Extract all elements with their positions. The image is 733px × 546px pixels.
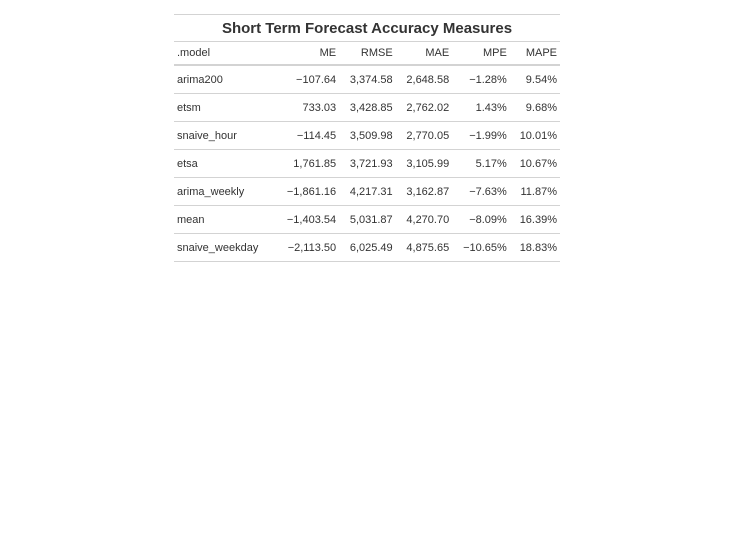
cell-mape: 10.67%	[509, 149, 560, 178]
cell-mae: 2,770.05	[395, 121, 453, 150]
cell-me: −1,861.16	[275, 177, 340, 206]
cell-mae: 3,105.99	[395, 149, 453, 178]
cell-me: 1,761.85	[275, 149, 340, 178]
cell-model: arima_weekly	[174, 177, 276, 206]
cell-rmse: 3,509.98	[339, 121, 396, 150]
cell-mape: 11.87%	[509, 177, 560, 206]
cell-mae: 4,875.65	[406, 241, 450, 254]
cell-model: etsm	[174, 93, 276, 122]
cell-mae: 4,270.70	[395, 205, 453, 234]
cell-me: −1,403.54	[275, 205, 340, 234]
table-row: mean −1,403.54 5,031.87 4,270.70 −8.09% …	[174, 205, 560, 234]
table-row: etsm 733.03 3,428.85 2,762.02 1.43% 9.68…	[174, 93, 560, 122]
cell-mpe: −7.63%	[452, 177, 510, 206]
cell-me: −114.45	[275, 121, 340, 150]
cell-rmse: 4,217.31	[339, 177, 396, 206]
table-row: snaive_weekday −2,113.50 6,025.49 4,875.…	[174, 234, 560, 262]
column-header-me: ME	[275, 41, 340, 66]
column-header-row: .model ME RMSE MAE MPE MAPE	[174, 41, 560, 66]
cell-model: arima200	[174, 65, 276, 94]
cell-model: etsa	[174, 149, 276, 178]
cell-mpe: −1.99%	[452, 121, 510, 150]
cell-rmse: 6,025.49	[349, 241, 393, 254]
column-header-rmse: RMSE	[339, 41, 396, 66]
table-row: arima_weekly −1,861.16 4,217.31 3,162.87…	[174, 177, 560, 206]
cell-model: snaive_weekday	[177, 241, 259, 254]
table-title: Short Term Forecast Accuracy Measures	[174, 14, 560, 42]
cell-rmse: 3,428.85	[339, 93, 396, 122]
cell-rmse: 3,374.58	[339, 65, 396, 94]
column-header-mae: MAE	[395, 41, 453, 66]
cell-me: −107.64	[275, 65, 340, 94]
cell-mape: 9.68%	[509, 93, 560, 122]
cell-model: mean	[174, 205, 276, 234]
cell-mae: 2,648.58	[395, 65, 453, 94]
cell-rmse: 3,721.93	[339, 149, 396, 178]
accuracy-table: Short Term Forecast Accuracy Measures .m…	[174, 14, 560, 262]
cell-mape: 9.54%	[509, 65, 560, 94]
column-header-model: .model	[174, 41, 276, 66]
cell-me: 733.03	[275, 93, 340, 122]
column-header-mpe: MPE	[452, 41, 510, 66]
cell-mae: 3,162.87	[395, 177, 453, 206]
table-row: etsa 1,761.85 3,721.93 3,105.99 5.17% 10…	[174, 149, 560, 178]
cell-mpe: −1.28%	[452, 65, 510, 94]
cell-mape: 16.39%	[509, 205, 560, 234]
table-title-row: Short Term Forecast Accuracy Measures	[174, 14, 560, 42]
cell-mape: 18.83%	[519, 241, 557, 254]
cell-mpe: −10.65%	[463, 241, 507, 254]
table-row: arima200 −107.64 3,374.58 2,648.58 −1.28…	[174, 65, 560, 94]
column-header-mape: MAPE	[509, 41, 560, 66]
cell-model: snaive_hour	[174, 121, 276, 150]
table-row: snaive_hour −114.45 3,509.98 2,770.05 −1…	[174, 121, 560, 150]
cell-mape: 10.01%	[509, 121, 560, 150]
cell-mpe: 1.43%	[452, 93, 510, 122]
cell-mae: 2,762.02	[395, 93, 453, 122]
cell-me: −2,113.50	[287, 241, 337, 254]
cell-rmse: 5,031.87	[339, 205, 396, 234]
cell-mpe: 5.17%	[452, 149, 510, 178]
cell-mpe: −8.09%	[452, 205, 510, 234]
